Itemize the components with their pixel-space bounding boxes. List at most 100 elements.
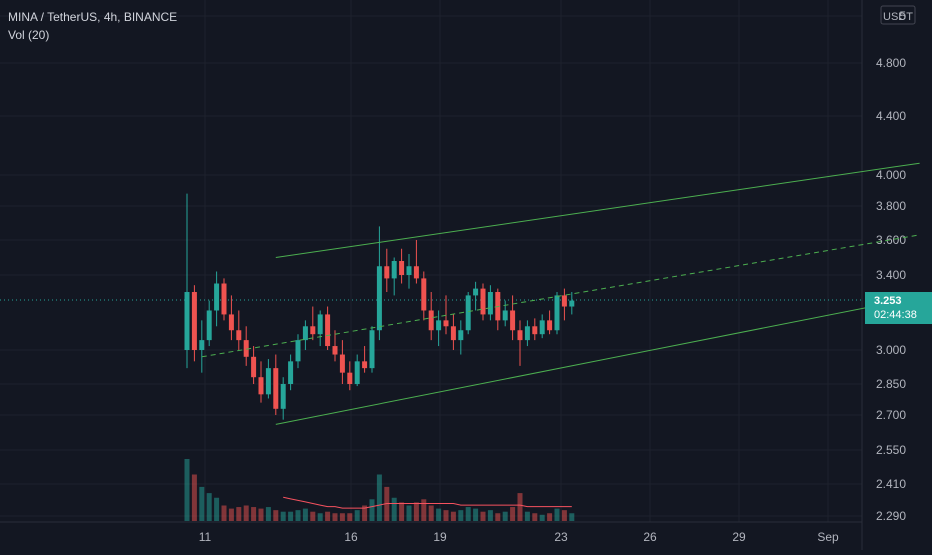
candle-body [436,320,442,331]
price-tick-label: 4.000 [876,168,906,182]
volume-bar [325,511,331,521]
candle-body [280,384,286,409]
candle-body [450,326,456,341]
candle-body [517,330,523,341]
channel-lower-line [275,296,920,425]
candle-body [199,340,205,350]
price-tick-label: 4.400 [876,109,906,123]
candle-body [310,326,316,335]
volume-bar [465,507,471,521]
channel-middle-line [201,234,920,358]
volume-bar [436,508,442,521]
candle-body [421,278,427,311]
candle-body [273,368,279,409]
volume-bar [554,508,560,521]
price-tick-label: 2.410 [876,477,906,491]
volume-bar [332,513,338,521]
candle-body [458,330,464,341]
candle-body [391,261,397,279]
volume-bar [251,507,257,521]
volume-indicator-label[interactable]: Vol (20) [8,28,50,42]
candle-body [539,320,545,335]
volume-bar [369,499,375,521]
volume-bar [480,511,486,521]
candle-body [265,368,271,395]
candle-body [191,292,197,350]
volume-bar [458,510,464,521]
candle-body [532,326,538,335]
volume-bar [399,502,405,521]
volume-bar [450,511,456,521]
candle-body [251,356,257,378]
current-price-tag: 3.253 02:44:38 [865,292,932,324]
price-unit-label: USDT [883,11,913,23]
candle-body [510,310,516,331]
price-tick-label: 3.800 [876,199,906,213]
volume-bar [199,486,205,521]
candle-body [221,283,227,315]
candle-body [206,310,212,341]
candle-body [288,361,294,384]
volume-bar [362,505,368,521]
volume-bar [221,505,227,521]
volume-bar [214,497,220,521]
volume-bar [354,510,360,521]
candle-body [502,310,508,321]
candle-body [295,340,301,362]
volume-bar [547,513,553,521]
candle-body [554,295,560,331]
price-tick-label: 2.550 [876,443,906,457]
candle-countdown: 02:44:38 [874,309,917,321]
candle-body [443,320,449,327]
chart-legend: MINA / TetherUS, 4h, BINANCE Vol (20) [8,8,177,44]
volume-bar [280,511,286,521]
symbol-title[interactable]: MINA / TetherUS, 4h, BINANCE [8,10,178,24]
volume-bar [206,493,212,521]
candle-body [569,300,575,307]
price-tick-label: 2.700 [876,408,906,422]
volume-bar [288,511,294,521]
volume-bar [517,493,523,521]
candle-body [524,326,530,341]
volume-bar [421,499,427,521]
volume-bar [228,508,234,521]
price-tick-label: 3.600 [876,233,906,247]
candle-body [325,314,331,347]
volume-bar [295,510,301,521]
volume-bar [406,505,412,521]
volume-bar [258,508,264,521]
volume-bar [532,513,538,521]
candle-body [369,330,375,369]
time-tick-label: 26 [643,530,657,544]
volume-bar [243,505,249,521]
time-tick-label: Sep [817,530,839,544]
price-tick-label: 2.850 [876,377,906,391]
volume-bar [265,507,271,521]
candle-body [354,361,360,384]
channel-upper-line [275,162,920,258]
price-tick-label: 2.290 [876,509,906,523]
volume-bar [339,513,345,521]
volume-bar [561,510,567,521]
candle-body [347,372,353,384]
volume-bar [524,511,530,521]
candle-body [258,377,264,395]
volume-bar [428,505,434,521]
volume-bar [347,513,353,521]
volume-bar [443,510,449,521]
candle-body [228,314,234,331]
candle-body [413,266,419,279]
candle-body [376,266,382,331]
candle-body [302,326,308,341]
price-axis-panel [862,0,932,550]
candle-body [384,266,390,279]
candle-body [399,261,405,275]
volume-bar [569,513,575,521]
volume-bar [376,474,382,521]
candle-body [406,266,412,275]
volume-bar [502,511,508,521]
candle-body [465,295,471,331]
volume-bar [510,507,516,521]
